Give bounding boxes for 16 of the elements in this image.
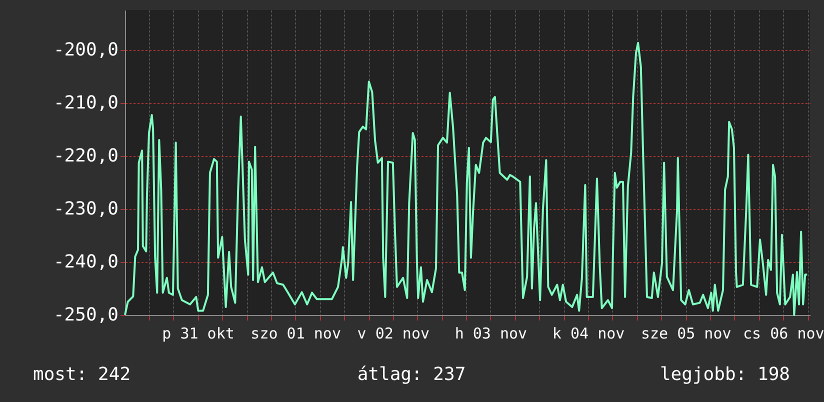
y-tick-label: -230,0 xyxy=(53,198,118,220)
x-tick-label: szo 01 nov xyxy=(250,324,341,342)
x-tick-label: sze 05 nov xyxy=(640,324,732,342)
x-tick-label: h 03 nov xyxy=(454,324,528,342)
x-tick-label: k 04 nov xyxy=(552,324,625,342)
y-tick-label: -220,0 xyxy=(53,145,118,166)
x-tick-label: p 31 okt xyxy=(162,324,234,342)
text: átlag: 237 xyxy=(357,364,466,385)
y-tick-label: -240,0 xyxy=(53,251,118,272)
y-tick-label: -200,0 xyxy=(53,39,118,60)
x-tick-label: v 02 nov xyxy=(357,324,430,342)
x-tick-label: cs 06 nov xyxy=(743,324,824,342)
text: most: 242 xyxy=(33,364,131,385)
text: legjobb: 198 xyxy=(660,364,790,385)
y-tick-label: -210,0 xyxy=(53,92,118,114)
y-tick-label: -250,0 xyxy=(53,304,118,326)
